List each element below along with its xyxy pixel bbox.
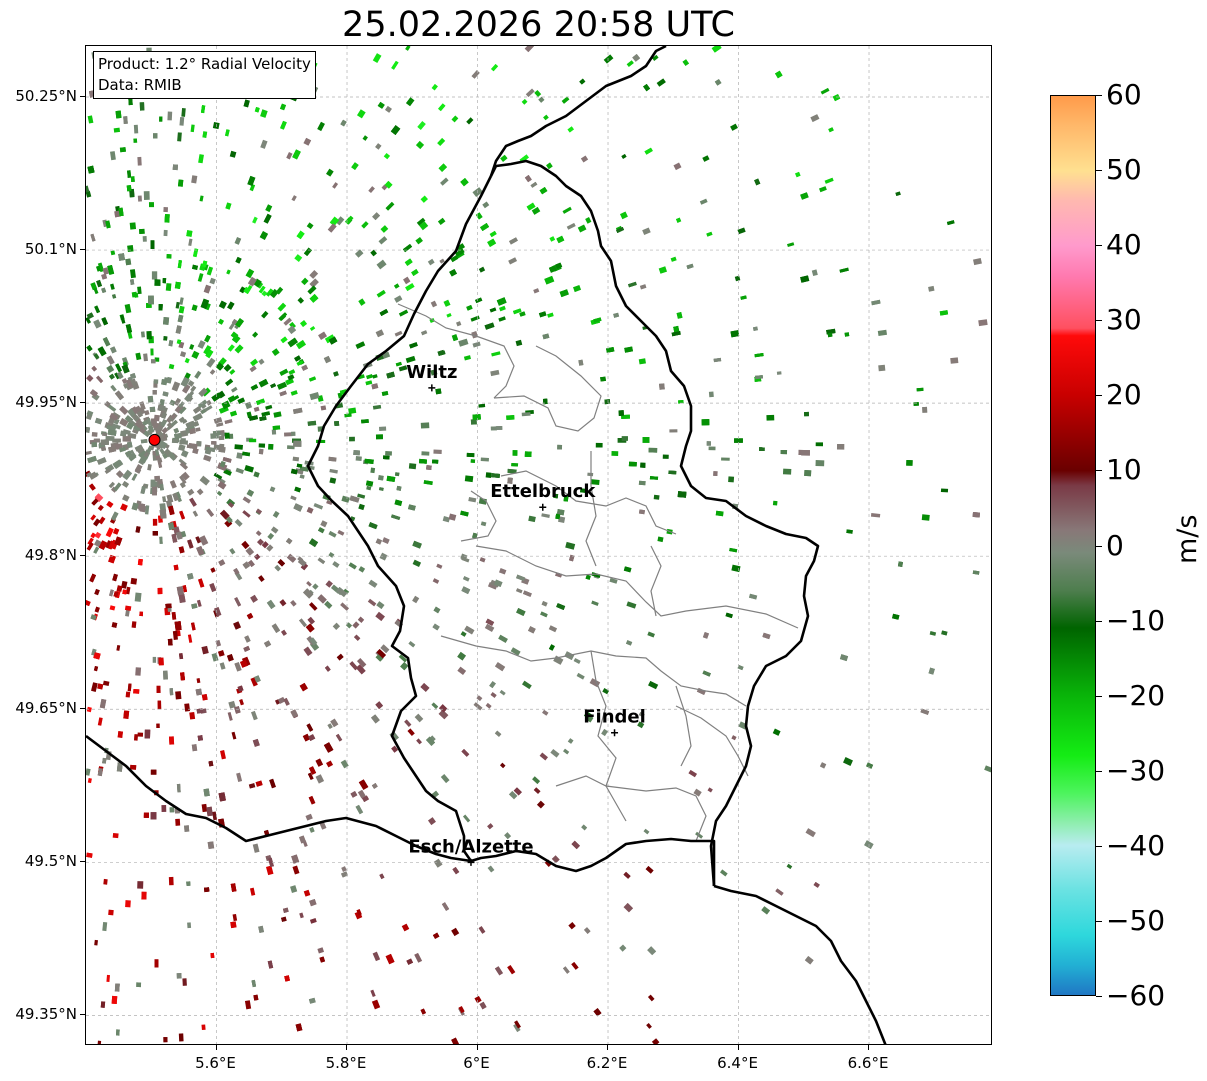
x-tick [868, 1045, 870, 1050]
colorbar-tick-label: 30 [1106, 303, 1142, 337]
colorbar-tick [1096, 620, 1102, 622]
border-luxembourg-france [515, 837, 716, 886]
city-label: Ettelbruck [490, 481, 596, 502]
x-tick [476, 1045, 478, 1050]
y-tick [80, 1014, 85, 1016]
colorbar-tick [1096, 395, 1102, 397]
city-marker [428, 384, 436, 392]
canton-boundary [590, 650, 627, 822]
latitude-label: 49.65°N [15, 699, 77, 718]
graticule [86, 46, 991, 1044]
y-tick [80, 402, 85, 404]
y-tick [80, 708, 85, 710]
product-info-box: Product: 1.2° Radial Velocity Data: RMIB [93, 51, 316, 99]
national-borders [86, 46, 887, 1044]
city-label: Wiltz [406, 362, 457, 383]
radar-map: Wiltz Ettelbruck Findel Esch/Alzette [85, 45, 992, 1045]
y-tick [80, 555, 85, 557]
canton-boundary [397, 303, 515, 399]
colorbar-tick-label: 60 [1106, 78, 1142, 111]
latitude-label: 50.25°N [15, 87, 77, 106]
colorbar-tick-label: −20 [1106, 678, 1166, 712]
data-source-label: Data: RMIB [98, 76, 182, 94]
colorbar-tick-label: 0 [1106, 528, 1124, 562]
colorbar-tick [1096, 845, 1102, 847]
canton-boundary [675, 685, 692, 767]
product-label: Product: 1.2° Radial Velocity [98, 55, 311, 73]
colorbar-tick-label: −30 [1106, 753, 1166, 787]
markers: Wiltz Ettelbruck Findel Esch/Alzette [148, 362, 646, 866]
colorbar-tick [1096, 170, 1102, 172]
longitude-label: 5.8°E [325, 1054, 367, 1072]
canton-boundary [555, 775, 707, 842]
colorbar-tick-label: 40 [1106, 228, 1142, 262]
colorbar-tick [1096, 545, 1102, 547]
longitude-label: 6.6°E [847, 1054, 889, 1072]
city-marker [467, 858, 475, 866]
colorbar-unit-label: m/s [1172, 514, 1203, 564]
colorbar-tick [1096, 920, 1102, 922]
city-label: Esch/Alzette [408, 836, 533, 857]
colorbar-tick [1096, 320, 1102, 322]
x-tick [607, 1045, 608, 1050]
y-tick [80, 249, 85, 251]
colorbar-tick-label: 10 [1106, 453, 1142, 487]
canton-boundary [460, 490, 497, 542]
longitude-label: 5.6°E [195, 1054, 236, 1072]
y-tick [80, 96, 85, 98]
colorbar-tick-label: −60 [1106, 979, 1166, 1012]
radar-map-canvas: Wiltz Ettelbruck Findel Esch/Alzette [86, 46, 991, 1044]
city-marker [611, 729, 619, 737]
canton-boundary [500, 470, 677, 535]
latitude-label: 49.5°N [24, 852, 77, 871]
latitude-label: 49.35°N [15, 1005, 77, 1024]
longitude-label: 6.2°E [586, 1054, 628, 1072]
x-tick [346, 1045, 347, 1050]
latitude-label: 49.8°N [24, 546, 77, 565]
colorbar-tick-label: −50 [1106, 903, 1166, 937]
colorbar-tick [1096, 95, 1102, 96]
radar-echo-layer [86, 46, 991, 1044]
canton-boundary [585, 451, 597, 567]
longitude-label: 6°E [463, 1054, 490, 1072]
colorbar-tick [1096, 245, 1102, 247]
colorbar-tick [1096, 996, 1102, 997]
colorbar-tick-label: 50 [1106, 153, 1142, 187]
map-title: 25.02.2026 20:58 UTC [342, 5, 735, 45]
colorbar-tick [1096, 470, 1102, 472]
border-germany-france [713, 884, 887, 1044]
canton-boundary [650, 545, 662, 617]
colorbar-tick [1096, 695, 1102, 697]
latitude-label: 50.1°N [24, 240, 77, 259]
latitude-label: 49.95°N [15, 393, 77, 412]
canton-boundary [675, 705, 749, 777]
colorbar-tick-label: −40 [1106, 828, 1166, 862]
border-germany-belgium-north [489, 46, 667, 177]
border-france-belgium [86, 734, 472, 863]
canton-boundary [493, 345, 602, 432]
y-tick [80, 861, 85, 863]
city-label: Findel [583, 707, 646, 728]
canton-boundary [475, 545, 799, 629]
canton-boundaries [397, 303, 799, 842]
x-tick [737, 1045, 739, 1050]
radar-site-marker [148, 433, 161, 446]
colorbar-tick-label: −10 [1106, 603, 1166, 637]
canton-boundary [440, 635, 747, 707]
x-tick [215, 1045, 217, 1050]
border-luxembourg-germany [489, 159, 820, 887]
city-marker [539, 503, 547, 511]
border-belgium-luxembourg [306, 175, 517, 863]
colorbar-tick [1096, 770, 1102, 772]
colorbar-tick-label: 20 [1106, 378, 1142, 412]
longitude-label: 6.4°E [717, 1054, 758, 1072]
velocity-colorbar [1050, 95, 1096, 996]
